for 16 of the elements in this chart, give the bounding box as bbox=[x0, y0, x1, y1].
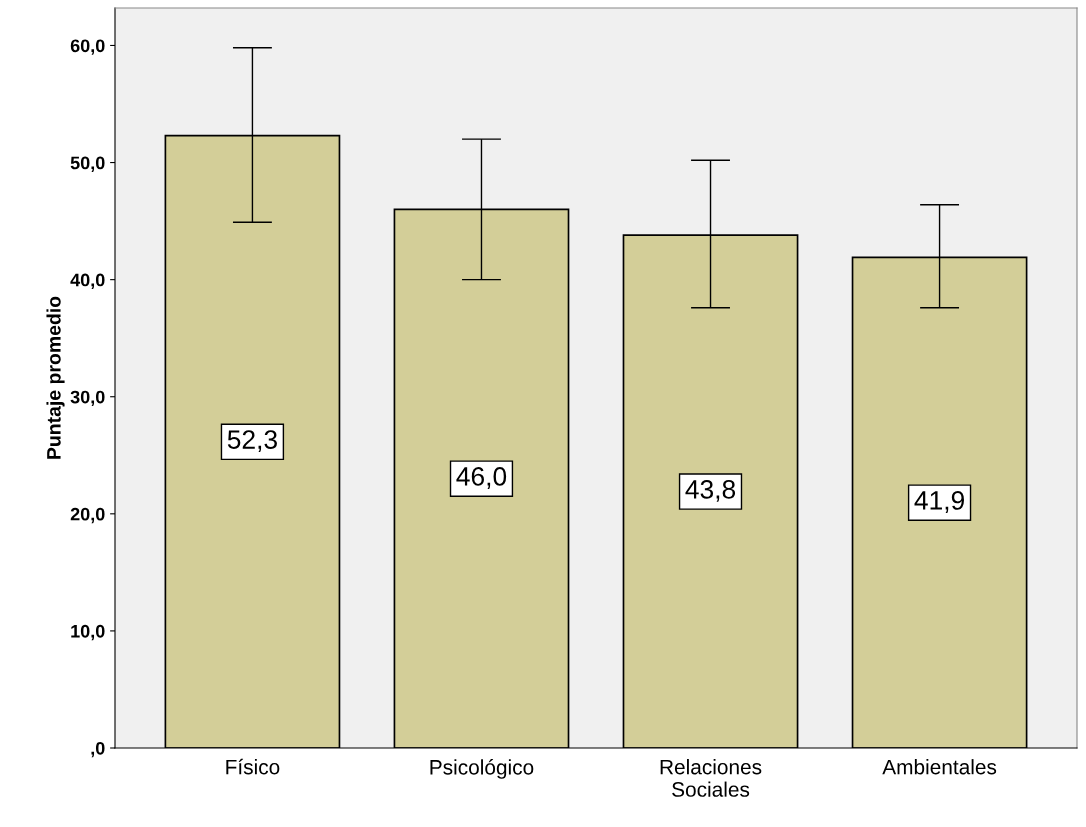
y-tick-label: ,0 bbox=[91, 741, 105, 758]
data-label: 46,0 bbox=[456, 467, 507, 489]
y-tick-label: 30,0 bbox=[70, 390, 105, 407]
x-tick-label: Relaciones Sociales bbox=[660, 759, 762, 797]
y-tick-label: 40,0 bbox=[70, 273, 105, 289]
data-label: 41,9 bbox=[914, 491, 964, 513]
y-tick-label: 10,0 bbox=[71, 624, 105, 641]
data-label: 52,3 bbox=[227, 430, 277, 453]
y-axis-title: Puntaje promedio bbox=[46, 296, 65, 459]
y-tick-label: 60,0 bbox=[70, 39, 105, 55]
y-tick-label: 50,0 bbox=[70, 156, 105, 172]
x-tick-label: Físico bbox=[226, 758, 280, 775]
x-tick-label: Ambientales bbox=[882, 759, 997, 775]
x-tick-label: Psicológico bbox=[430, 759, 534, 779]
data-label: 43,8 bbox=[685, 479, 736, 502]
y-tick-label: 20,0 bbox=[70, 507, 105, 524]
